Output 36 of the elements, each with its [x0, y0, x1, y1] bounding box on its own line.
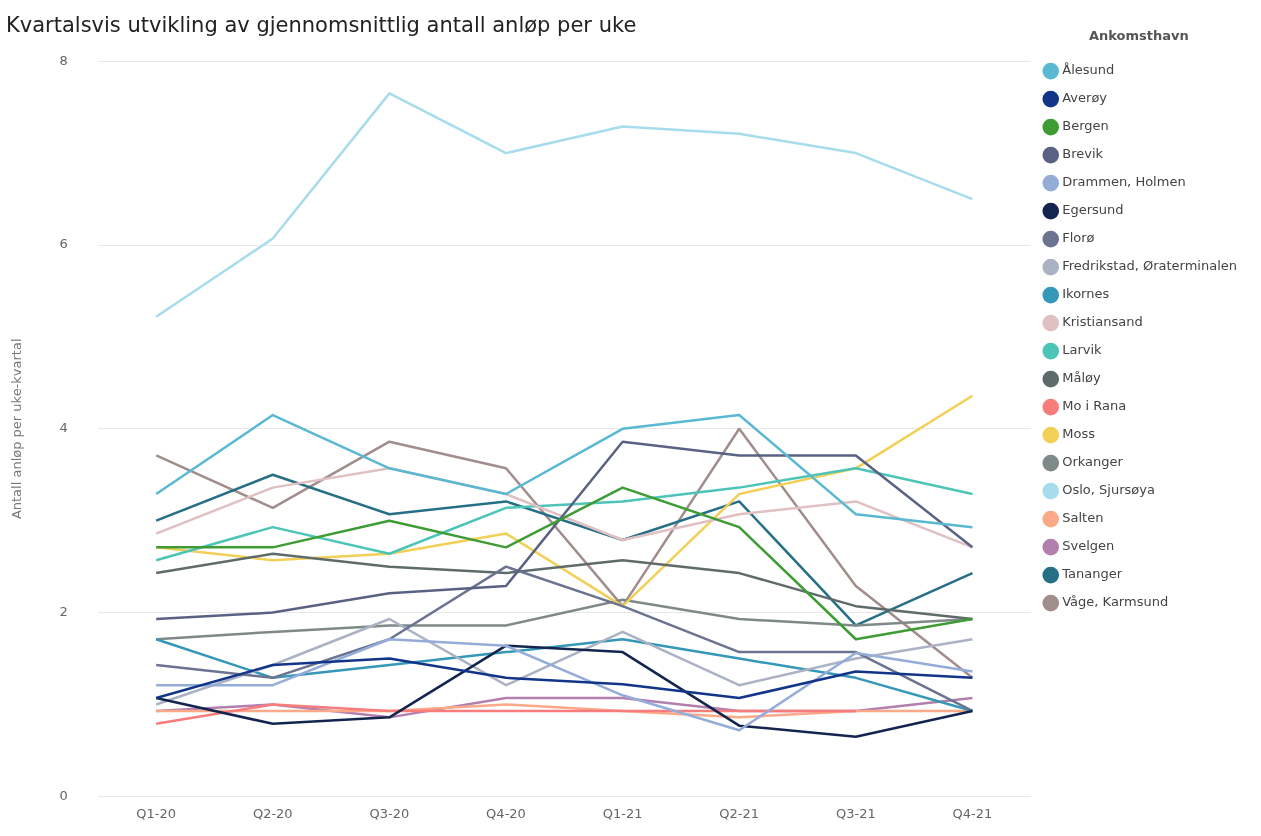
- legend-label: Moss: [1062, 426, 1096, 442]
- x-tick-label: Q4-20: [486, 805, 526, 821]
- x-tick-label: Q1-20: [136, 805, 177, 821]
- y-tick-label: 6: [59, 236, 68, 252]
- legend-label: Egersund: [1062, 202, 1124, 218]
- legend-label: Orkanger: [1062, 454, 1124, 470]
- y-tick-label: 2: [59, 603, 68, 619]
- legend-label: Ikornes: [1062, 286, 1110, 302]
- x-tick-label: Q3-20: [369, 805, 410, 821]
- x-tick-label: Q2-21: [719, 805, 760, 821]
- chart-title: Kvartalsvis utvikling av gjennomsnittlig antall anløp per uke: [6, 13, 637, 38]
- legend-label: Oslo, Sjursøya: [1062, 482, 1155, 498]
- legend-label: Fredrikstad, Øraterminalen: [1062, 258, 1237, 274]
- legend-label: Averøy: [1062, 90, 1108, 106]
- legend-label: Drammen, Holmen: [1062, 174, 1186, 190]
- legend-label: Mo i Rana: [1062, 398, 1127, 414]
- legend-label: Brevik: [1062, 146, 1104, 162]
- x-tick-label: Q3-21: [835, 805, 876, 821]
- legend-label: Bergen: [1062, 118, 1109, 134]
- legend-label: Tananger: [1061, 566, 1123, 582]
- legend-title: Ankomsthavn: [1088, 27, 1189, 43]
- legend-label: Våge, Karmsund: [1062, 594, 1169, 610]
- y-axis-title: Antall anløp per uke-kvartal: [9, 338, 25, 520]
- y-tick-label: 4: [59, 420, 68, 436]
- legend-label: Larvik: [1062, 342, 1103, 358]
- legend-label: Kristiansand: [1062, 314, 1143, 330]
- legend-label: Ålesund: [1062, 62, 1115, 78]
- y-tick-label: 0: [59, 787, 68, 803]
- x-tick-label: Q1-21: [602, 805, 643, 821]
- y-tick-label: 8: [59, 52, 68, 68]
- legend-label: Måløy: [1062, 370, 1101, 386]
- legend-label: Salten: [1062, 510, 1104, 526]
- x-tick-label: Q2-20: [252, 805, 293, 821]
- legend-label: Florø: [1062, 230, 1095, 246]
- legend-label: Svelgen: [1062, 538, 1115, 554]
- x-tick-label: Q4-21: [952, 805, 993, 821]
